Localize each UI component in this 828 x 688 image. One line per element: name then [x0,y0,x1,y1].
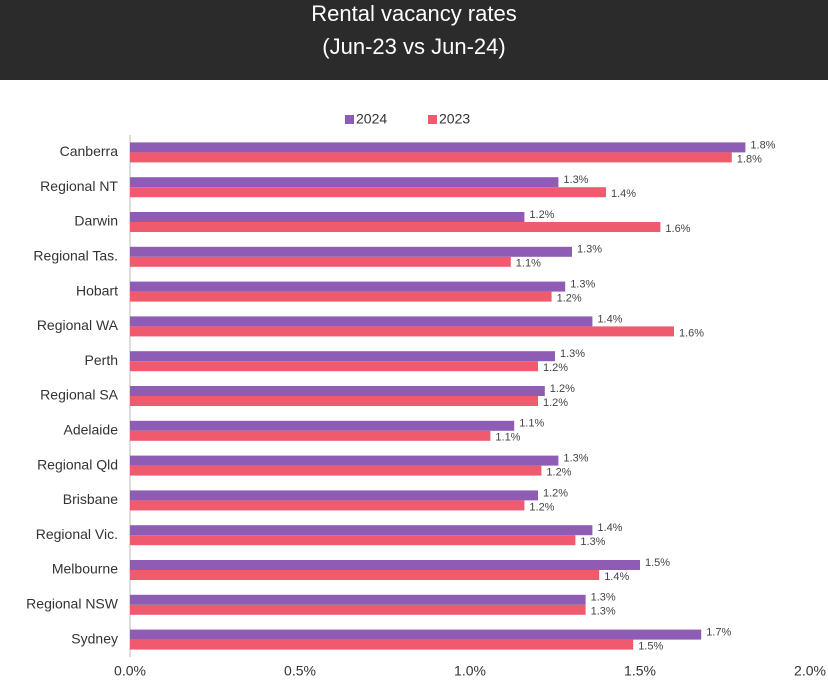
bar [130,525,593,536]
bar [130,500,525,511]
value-label: 1.1% [495,432,520,444]
bar [130,430,491,441]
chart-subtitle: (Jun-23 vs Jun-24) [322,34,505,59]
value-label: 1.2% [543,362,568,374]
bar [130,604,586,615]
y-tick-label: Perth [85,352,118,368]
value-label: 1.2% [543,397,568,409]
value-label: 1.5% [645,557,670,569]
y-tick-label: Regional NSW [26,596,119,612]
chart-title: Rental vacancy rates [311,1,516,26]
value-label: 1.3% [563,174,588,186]
bar [130,351,555,362]
bar [130,560,640,570]
value-label: 1.3% [591,592,616,604]
legend-label: 2024 [356,111,387,127]
value-label: 1.1% [516,258,541,270]
y-tick-label: Hobart [76,282,118,298]
legend-label: 2023 [439,111,470,127]
value-label: 1.2% [543,487,568,499]
bar [130,490,538,501]
value-label: 1.1% [519,418,544,430]
value-label: 1.3% [560,348,585,360]
y-tick-label: Darwin [74,213,118,229]
bar [130,246,572,257]
bar [130,281,566,292]
bar [130,535,576,546]
y-tick-label: Regional Vic. [36,526,118,542]
x-tick-label: 0.5% [284,663,316,679]
value-label: 1.4% [597,313,622,325]
value-label: 1.3% [577,244,602,256]
bar [130,629,702,640]
y-tick-label: Regional WA [37,317,119,333]
value-label: 1.3% [570,279,595,291]
value-label: 1.8% [737,153,762,165]
value-label: 1.2% [557,293,582,305]
bar [130,326,674,337]
value-label: 1.7% [706,627,731,639]
header-band [0,0,828,80]
value-label: 1.4% [597,522,622,534]
value-label: 1.2% [529,209,554,221]
y-tick-label: Regional Qld [37,456,118,472]
value-label: 1.4% [604,571,629,583]
x-tick-label: 2.0% [794,663,826,679]
legend-swatch [428,115,437,124]
value-label: 1.2% [546,467,571,479]
bar [130,361,538,372]
value-label: 1.4% [611,188,636,200]
value-label: 1.8% [750,139,775,151]
y-tick-label: Regional NT [40,178,118,194]
value-label: 1.6% [665,223,690,235]
y-tick-label: Melbourne [52,561,118,577]
value-label: 1.6% [679,327,704,339]
value-label: 1.3% [563,453,588,465]
bar [130,291,552,302]
value-label: 1.3% [580,536,605,548]
y-tick-label: Sydney [71,630,118,646]
x-tick-label: 1.5% [624,663,656,679]
bar [130,316,593,327]
bar [130,455,559,466]
bar [130,256,511,267]
bar [130,570,600,580]
bar [130,594,586,605]
bar [130,212,525,222]
bar [130,222,661,232]
x-tick-label: 1.0% [454,663,486,679]
bar [130,465,542,476]
bar [130,386,545,396]
bar [130,187,606,198]
value-label: 1.2% [529,501,554,513]
value-label: 1.5% [638,641,663,653]
bar [130,177,559,188]
bar [130,420,515,431]
y-tick-label: Adelaide [64,422,119,438]
bar [130,396,538,406]
bar [130,142,746,153]
y-tick-label: Regional SA [40,387,118,403]
value-label: 1.2% [550,383,575,395]
value-label: 1.3% [591,606,616,618]
y-tick-label: Canberra [60,143,119,159]
y-tick-label: Brisbane [63,491,118,507]
x-tick-label: 0.0% [114,663,146,679]
bar [130,152,732,163]
bar [130,639,634,650]
y-tick-label: Regional Tas. [33,248,118,264]
legend-swatch [345,115,354,124]
